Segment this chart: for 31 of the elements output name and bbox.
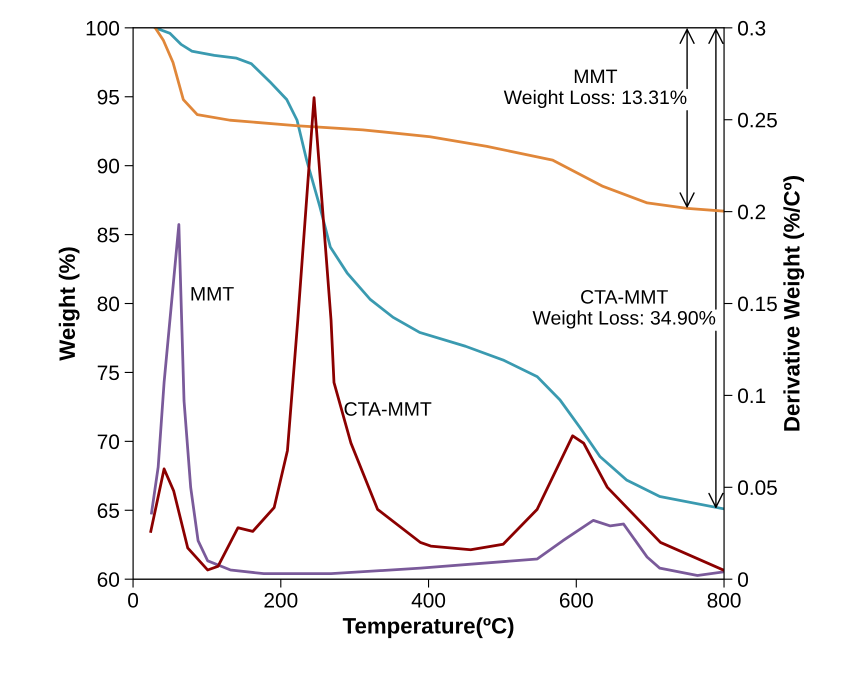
y2-tick-label: 0.3 [738, 20, 766, 36]
x-tick-label: 400 [412, 592, 446, 608]
y-tick-label: 60 [98, 572, 120, 587]
y-axis-title: Weight (%) [58, 247, 80, 361]
y2-axis-title: Derivative Weight (%/Cº) [783, 176, 804, 431]
y2-tick-label: 0.2 [738, 204, 766, 220]
x-tick-label: 800 [708, 592, 741, 608]
y-tick-label: 85 [98, 228, 119, 242]
y-tick-label: 65 [98, 503, 119, 518]
series-label: MMT [192, 287, 234, 300]
x-tick-label: 0 [128, 592, 138, 608]
y2-tick-label: 0.1 [738, 388, 766, 404]
x-axis-title: Temperature(ºC) [342, 617, 514, 638]
y-tick-label: 90 [98, 158, 120, 174]
x-tick-label: 600 [560, 592, 593, 608]
y-tick-label: 80 [98, 296, 120, 312]
annotation: MMT Weight Loss: 13.31% [504, 70, 686, 108]
y2-tick-label: 0.15 [738, 296, 777, 312]
line-series [150, 223, 724, 577]
x-tick-label: 200 [264, 592, 298, 608]
y2-tick-label: 0.25 [738, 112, 777, 128]
y2-tick-label: 0 [738, 572, 748, 587]
y-tick-label: 95 [98, 90, 119, 105]
y2-tick-label: 0.05 [738, 480, 777, 496]
series-label: CTA-MMT [344, 402, 432, 416]
line-series [154, 28, 724, 510]
y-tick-label: 100 [86, 20, 120, 36]
y-tick-label: 70 [98, 434, 120, 450]
annotation: CTA-MMT Weight Loss: 34.90% [532, 290, 716, 329]
line-series [154, 28, 724, 213]
y-tick-label: 75 [98, 366, 119, 380]
